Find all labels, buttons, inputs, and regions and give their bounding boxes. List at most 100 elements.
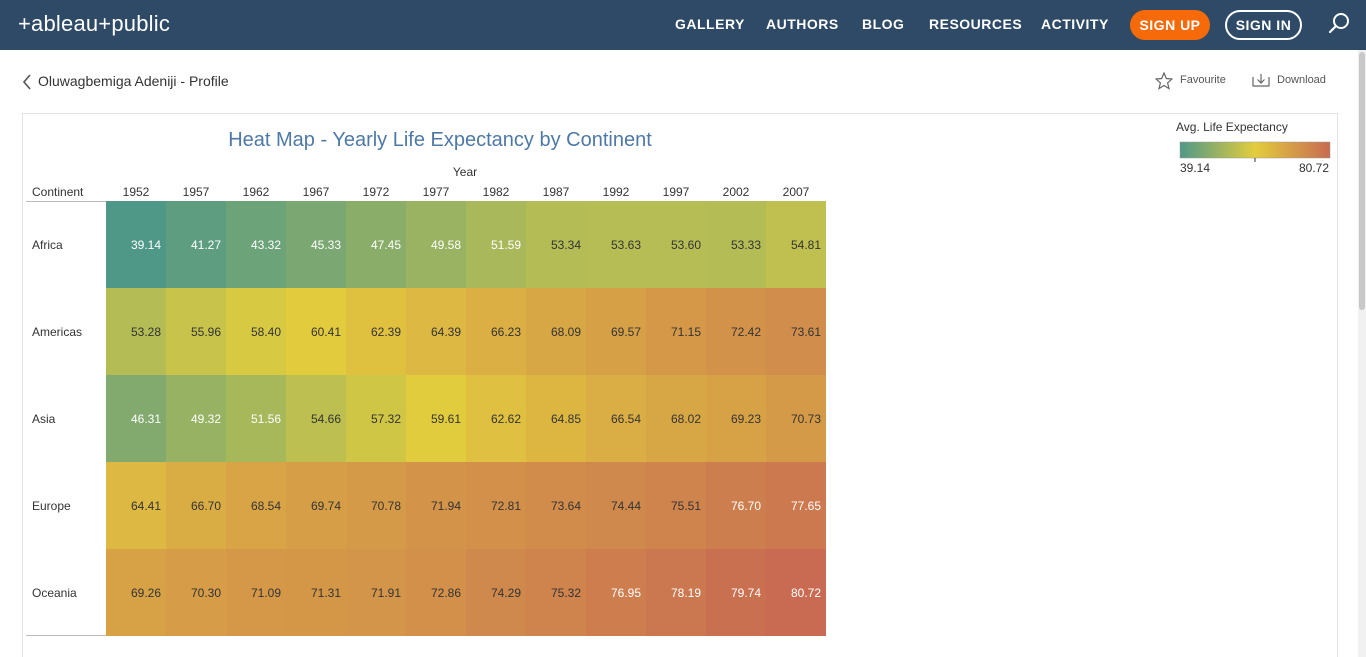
cell-value-label: 70.78 bbox=[371, 499, 401, 513]
heatmap-cell[interactable] bbox=[226, 288, 286, 375]
heatmap-cell[interactable] bbox=[166, 375, 226, 462]
heatmap-cell[interactable] bbox=[646, 288, 706, 375]
cell-value-label: 71.91 bbox=[371, 586, 401, 600]
heatmap-cell[interactable] bbox=[586, 201, 646, 288]
heatmap-cell[interactable] bbox=[226, 375, 286, 462]
heatmap-cell[interactable] bbox=[286, 201, 346, 288]
nav-activity[interactable]: ACTIVITY bbox=[1041, 16, 1109, 32]
heatmap-cell[interactable] bbox=[406, 288, 466, 375]
cell-value-label: 43.32 bbox=[251, 238, 281, 252]
heatmap-cell[interactable] bbox=[766, 201, 826, 288]
heatmap-cell[interactable] bbox=[346, 288, 406, 375]
heatmap-cell[interactable] bbox=[286, 549, 346, 636]
cell-value-label: 80.72 bbox=[791, 586, 821, 600]
cell-value-label: 72.42 bbox=[731, 325, 761, 339]
heatmap-cell[interactable] bbox=[766, 288, 826, 375]
heatmap-cell[interactable] bbox=[466, 462, 526, 549]
search-icon[interactable] bbox=[1328, 12, 1352, 36]
y-axis-label: Continent bbox=[32, 185, 84, 199]
cell-value-label: 46.31 bbox=[131, 412, 161, 426]
cell-value-label: 54.81 bbox=[791, 238, 821, 252]
heatmap-cell[interactable] bbox=[586, 375, 646, 462]
heatmap-cell[interactable] bbox=[286, 288, 346, 375]
heatmap-cell[interactable] bbox=[406, 201, 466, 288]
heatmap-cell[interactable] bbox=[346, 549, 406, 636]
heatmap-cell[interactable] bbox=[706, 549, 766, 636]
heatmap-cell[interactable] bbox=[706, 375, 766, 462]
heatmap-cell[interactable] bbox=[106, 375, 166, 462]
heatmap-cell[interactable] bbox=[706, 288, 766, 375]
heatmap-cell[interactable] bbox=[766, 462, 826, 549]
x-axis-label: Year bbox=[453, 165, 477, 179]
heatmap-cell[interactable] bbox=[286, 375, 346, 462]
heatmap-cell[interactable] bbox=[586, 288, 646, 375]
heatmap-cell[interactable] bbox=[526, 549, 586, 636]
heatmap-cell[interactable] bbox=[766, 375, 826, 462]
page-scrollbar[interactable] bbox=[1358, 50, 1366, 657]
heatmap-cell[interactable] bbox=[586, 462, 646, 549]
cell-value-label: 62.39 bbox=[371, 325, 401, 339]
heatmap-cell[interactable] bbox=[346, 462, 406, 549]
x-tick-label: 2007 bbox=[783, 185, 810, 199]
x-tick-label: 1987 bbox=[543, 185, 570, 199]
tableau-public-logo[interactable]: +ableau+public bbox=[18, 11, 171, 36]
heatmap-cell[interactable] bbox=[106, 288, 166, 375]
heatmap-cell[interactable] bbox=[466, 288, 526, 375]
heatmap-cell[interactable] bbox=[646, 462, 706, 549]
nav-gallery[interactable]: GALLERY bbox=[675, 16, 745, 32]
heatmap-cell[interactable] bbox=[106, 462, 166, 549]
heatmap-cell[interactable] bbox=[766, 549, 826, 636]
heatmap-cell[interactable] bbox=[466, 375, 526, 462]
x-tick-label: 1962 bbox=[243, 185, 270, 199]
heatmap-cell[interactable] bbox=[166, 462, 226, 549]
x-tick-label: 1977 bbox=[423, 185, 450, 199]
cell-value-label: 53.28 bbox=[131, 325, 161, 339]
heatmap-cell[interactable] bbox=[346, 375, 406, 462]
cell-value-label: 77.65 bbox=[791, 499, 821, 513]
scrollbar-thumb[interactable] bbox=[1359, 52, 1365, 310]
sign-in-button[interactable]: SIGN IN bbox=[1225, 10, 1302, 40]
y-tick-label: Asia bbox=[32, 412, 56, 426]
heatmap-cell[interactable] bbox=[706, 201, 766, 288]
nav-resources[interactable]: RESOURCES bbox=[929, 16, 1023, 32]
heatmap-cell[interactable] bbox=[226, 549, 286, 636]
heatmap-cell[interactable] bbox=[166, 201, 226, 288]
heatmap-cell[interactable] bbox=[286, 462, 346, 549]
cell-value-label: 73.61 bbox=[791, 325, 821, 339]
y-tick-label: Americas bbox=[32, 325, 82, 339]
heatmap-cell[interactable] bbox=[346, 201, 406, 288]
x-tick-label: 1972 bbox=[363, 185, 390, 199]
heatmap-cell[interactable] bbox=[466, 201, 526, 288]
x-tick-label: 1957 bbox=[183, 185, 210, 199]
sign-up-button[interactable]: SIGN UP bbox=[1130, 10, 1210, 40]
heatmap-cell[interactable] bbox=[646, 549, 706, 636]
heatmap-cell[interactable] bbox=[166, 288, 226, 375]
heatmap-cell[interactable] bbox=[406, 375, 466, 462]
heatmap-cell[interactable] bbox=[526, 201, 586, 288]
chevron-left-icon bbox=[22, 74, 31, 90]
heatmap-cell[interactable] bbox=[106, 201, 166, 288]
heatmap-cell[interactable] bbox=[526, 375, 586, 462]
heatmap-cell[interactable] bbox=[466, 549, 526, 636]
heatmap-cell[interactable] bbox=[406, 549, 466, 636]
heatmap-cell[interactable] bbox=[526, 288, 586, 375]
heatmap-cell[interactable] bbox=[646, 201, 706, 288]
nav-authors[interactable]: AUTHORS bbox=[766, 16, 839, 32]
nav-blog[interactable]: BLOG bbox=[862, 16, 905, 32]
heatmap-cell[interactable] bbox=[226, 462, 286, 549]
heatmap-cell[interactable] bbox=[226, 201, 286, 288]
heatmap-cell[interactable] bbox=[406, 462, 466, 549]
heatmap-cell[interactable] bbox=[646, 375, 706, 462]
download-icon bbox=[1252, 74, 1270, 87]
legend-gradient-bar bbox=[1179, 141, 1331, 159]
heatmap-cell[interactable] bbox=[166, 549, 226, 636]
heatmap-cell[interactable] bbox=[586, 549, 646, 636]
cell-value-label: 71.31 bbox=[311, 586, 341, 600]
heatmap-cell[interactable] bbox=[526, 462, 586, 549]
heatmap-cell[interactable] bbox=[106, 549, 166, 636]
heatmap-cell[interactable] bbox=[706, 462, 766, 549]
cell-value-label: 47.45 bbox=[371, 238, 401, 252]
cell-value-label: 53.34 bbox=[551, 238, 581, 252]
cell-value-label: 74.29 bbox=[491, 586, 521, 600]
back-label: Oluwagbemiga Adeniji - Profile bbox=[38, 73, 229, 89]
